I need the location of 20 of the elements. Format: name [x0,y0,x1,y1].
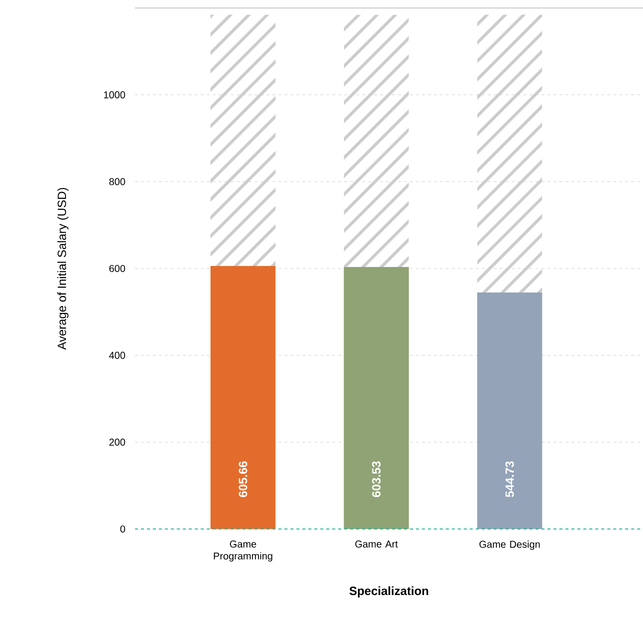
y-tick-label: 400 [109,352,126,359]
bar [210,266,276,529]
x-tick-label: Game Design [479,540,540,550]
bar [344,14,409,267]
y-tick-label: 600 [109,264,126,272]
y-axis-title: Average of Initial Salary (USD) [57,188,68,350]
bar [210,14,276,266]
bar [477,292,542,529]
data-label: 544.73 [505,461,514,498]
y-tick-label: 0 [120,525,126,533]
bar [477,14,542,292]
x-axis-title: Specialization [349,586,428,598]
y-tick-label: 1000 [104,91,126,98]
data-label: 603.53 [372,461,381,498]
y-tick-label: 200 [109,438,126,446]
y-tick-label: 800 [109,178,126,186]
data-label: 605.66 [238,461,248,498]
x-tick-label: Game Programming [214,540,272,562]
x-tick-label: Game Art [355,540,398,548]
bar [344,266,409,529]
